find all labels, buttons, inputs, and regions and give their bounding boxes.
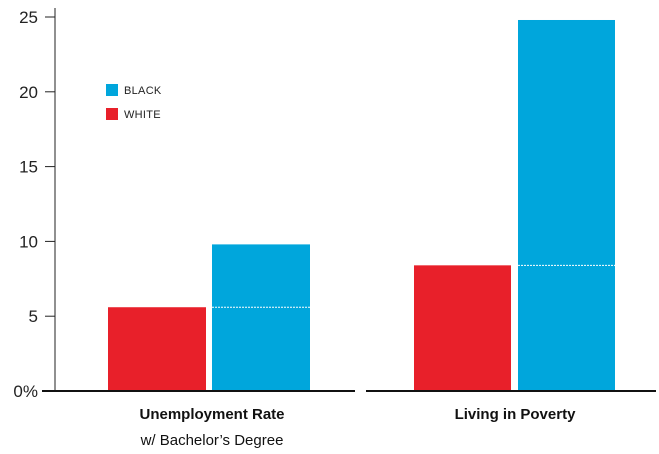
y-tick-label: 20: [19, 83, 38, 102]
bar-white-1: [414, 265, 511, 391]
y-tick-label: 0%: [13, 382, 38, 401]
y-tick-label: 15: [19, 158, 38, 177]
y-tick-label: 10: [19, 232, 38, 251]
category-title: Living in Poverty: [455, 406, 577, 423]
bar-white-0: [108, 307, 206, 391]
bar-black-1: [518, 20, 615, 391]
y-tick-label: 5: [29, 307, 38, 326]
y-axis: 0% 5 10 15 20 25: [13, 8, 55, 401]
legend-swatch-white: [106, 108, 118, 120]
legend-label-black: BLACK: [124, 85, 162, 97]
legend-swatch-black: [106, 84, 118, 96]
category-title: Unemployment Rate: [139, 406, 284, 423]
legend-label-white: WHITE: [124, 109, 161, 121]
category-subtitle: w/ Bachelor’s Degree: [140, 432, 284, 449]
bar-black-0: [212, 244, 310, 391]
y-tick-label: 25: [19, 8, 38, 27]
bars: [108, 20, 615, 391]
legend: BLACK WHITE: [106, 84, 162, 121]
category-labels: Unemployment Rate w/ Bachelor’s Degree Liv…: [139, 406, 576, 449]
